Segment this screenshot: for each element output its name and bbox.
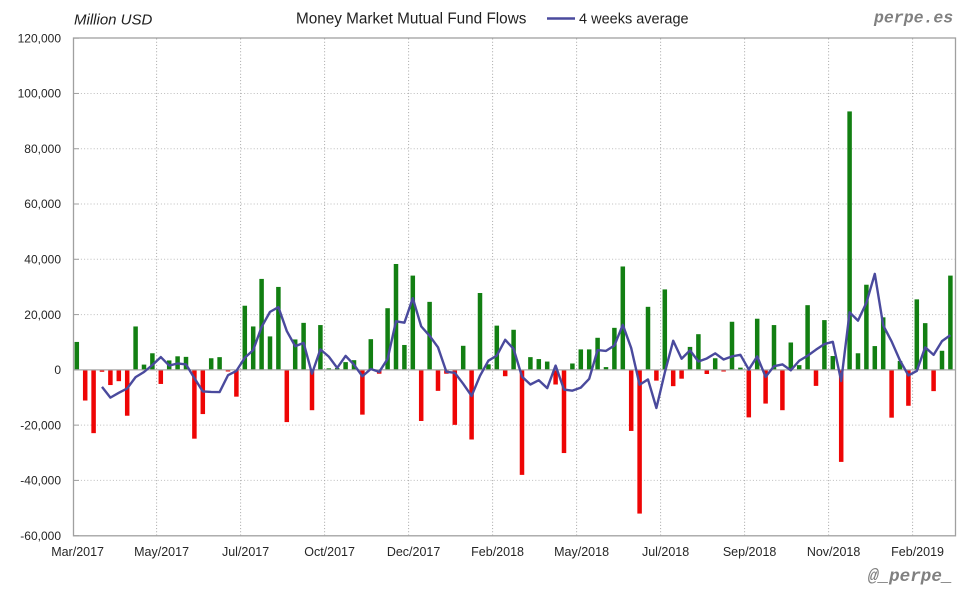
svg-text:May/2017: May/2017	[134, 545, 189, 559]
svg-text:40,000: 40,000	[24, 253, 61, 267]
svg-text:May/2018: May/2018	[554, 545, 609, 559]
svg-text:Oct/2017: Oct/2017	[304, 545, 355, 559]
svg-text:-60,000: -60,000	[20, 529, 61, 543]
svg-text:Mar/2017: Mar/2017	[51, 545, 104, 559]
svg-text:-40,000: -40,000	[20, 474, 61, 488]
svg-text:100,000: 100,000	[18, 87, 62, 101]
svg-text:perpe.es: perpe.es	[873, 9, 953, 28]
svg-text:Nov/2018: Nov/2018	[807, 545, 861, 559]
svg-text:4 weeks average: 4 weeks average	[579, 12, 689, 28]
svg-text:60,000: 60,000	[24, 197, 61, 211]
svg-text:Dec/2017: Dec/2017	[387, 545, 441, 559]
svg-text:Jul/2017: Jul/2017	[222, 545, 269, 559]
svg-text:20,000: 20,000	[24, 308, 61, 322]
svg-text:80,000: 80,000	[24, 142, 61, 156]
svg-text:Sep/2018: Sep/2018	[723, 545, 777, 559]
svg-text:Million USD: Million USD	[74, 12, 153, 29]
svg-text:120,000: 120,000	[18, 31, 62, 45]
svg-text:-20,000: -20,000	[20, 418, 61, 432]
svg-text:Feb/2019: Feb/2019	[891, 545, 944, 559]
svg-text:@_perpe_: @_perpe_	[868, 567, 952, 587]
svg-text:Jul/2018: Jul/2018	[642, 545, 689, 559]
svg-text:Money Market Mutual Fund Flows: Money Market Mutual Fund Flows	[296, 11, 527, 28]
svg-text:Feb/2018: Feb/2018	[471, 545, 524, 559]
svg-text:0: 0	[54, 363, 61, 377]
